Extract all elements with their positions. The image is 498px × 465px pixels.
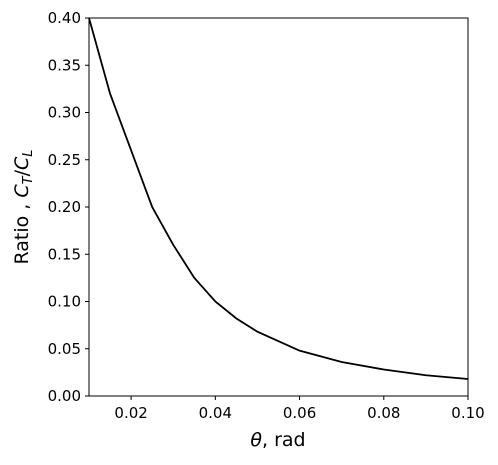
y-tick-label: 0.15 [48, 245, 81, 263]
y-tick-label: 0.25 [48, 151, 81, 169]
x-label-symbol: θ [250, 429, 262, 451]
y-tick-label: 0.05 [48, 340, 81, 358]
y-label-part: Ratio , [11, 198, 33, 265]
line-series [88, 17, 469, 380]
x-tick-label: 0.04 [199, 404, 232, 422]
x-tick-label: 0.02 [114, 404, 147, 422]
y-tick-label: 0.30 [48, 104, 81, 122]
y-label-part: / [11, 169, 33, 176]
x-tick-label: 0.06 [283, 404, 316, 422]
y-tick-label: 0.20 [48, 198, 81, 216]
x-axis-label: θ, rad [250, 429, 305, 451]
y-tick-label: 0.35 [48, 56, 81, 74]
y-label-part: L [21, 149, 36, 156]
x-tick-label: 0.08 [367, 404, 400, 422]
y-label-part: C [11, 156, 33, 170]
y-tick-label: 0.10 [48, 293, 81, 311]
x-label-unit: , rad [262, 429, 306, 451]
y-tick-label: 0.40 [48, 9, 81, 27]
y-label-part: T [21, 175, 36, 184]
y-tick-label: 0.00 [48, 387, 81, 405]
plot-frame [88, 17, 469, 397]
y-label-part: C [11, 184, 33, 198]
y-axis-label: Ratio , CT/CL [11, 149, 36, 264]
x-tick-label: 0.10 [451, 404, 484, 422]
